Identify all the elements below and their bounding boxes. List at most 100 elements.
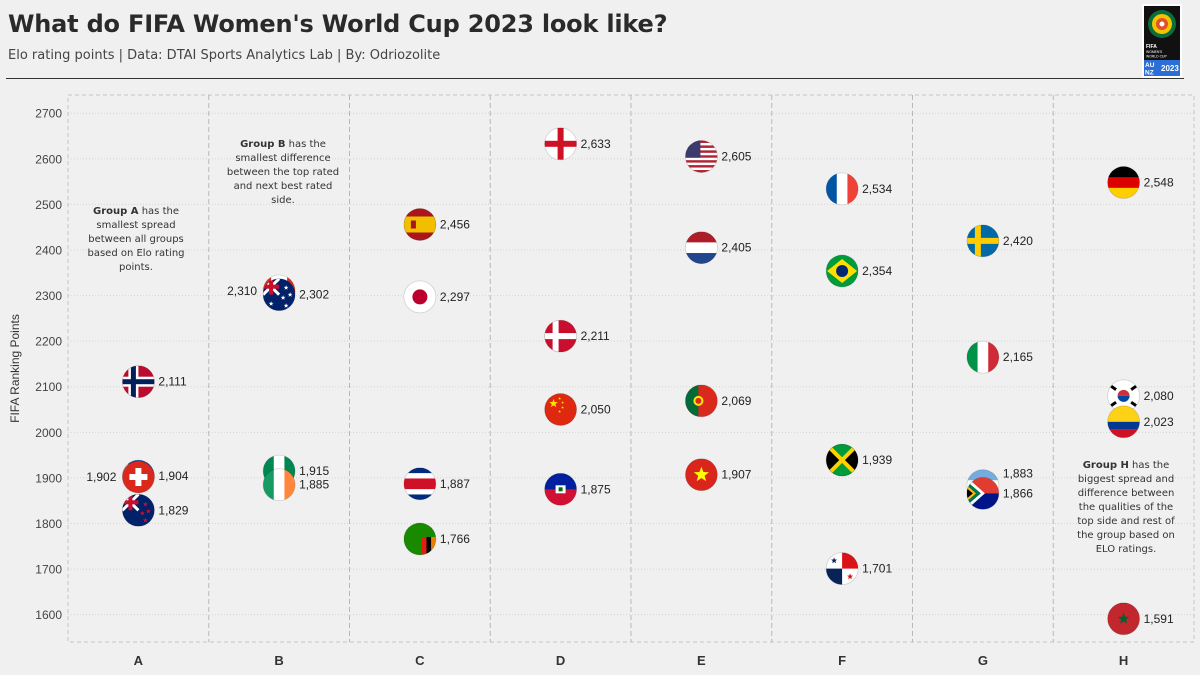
logo-text-worldcup: WORLD CUP <box>1146 55 1167 59</box>
data-label-vietnam: 1,907 <box>721 468 751 482</box>
data-label-nigeria: 1,915 <box>299 464 329 478</box>
x-tick-label-a: A <box>134 653 144 668</box>
flag-marker-vietnam <box>685 458 718 492</box>
annotation-group-a-bold: Group A <box>93 206 139 217</box>
data-label-italy: 2,165 <box>1003 350 1033 364</box>
logo-text-nz: NZ <box>1145 70 1154 77</box>
flag-marker-south-africa <box>966 476 1000 510</box>
data-label-haiti: 1,875 <box>581 482 611 496</box>
page-subtitle: Elo rating points | Data: DTAI Sports An… <box>8 48 441 63</box>
flag-marker-spain <box>403 208 437 241</box>
x-tick-label-b: B <box>274 653 283 668</box>
flag-marker-japan <box>403 280 437 314</box>
flag-marker-australia <box>262 278 296 312</box>
logo-text-au: AU <box>1145 62 1155 69</box>
data-label-norway: 2,111 <box>158 375 187 389</box>
y-tick-label: 1700 <box>35 563 62 577</box>
y-tick-label: 2700 <box>35 107 62 121</box>
data-label-panama: 1,701 <box>862 562 892 576</box>
y-tick-label: 2200 <box>35 335 62 349</box>
x-tick-label-h: H <box>1119 653 1128 668</box>
data-label-england: 2,633 <box>581 137 611 151</box>
page-title: What do FIFA Women's World Cup 2023 look… <box>8 10 668 38</box>
data-label-switzerland: 1,902 <box>86 470 116 484</box>
flag-marker-jamaica <box>825 443 859 477</box>
data-label-spain: 2,456 <box>440 218 470 232</box>
flag-marker-china <box>544 393 577 426</box>
y-axis-title: FIFA Ranking Points <box>8 314 22 423</box>
x-tick-label-g: G <box>978 653 988 668</box>
data-label-costa-rica: 1,887 <box>440 477 470 491</box>
flag-marker-brazil <box>825 254 859 288</box>
fifa-womens-world-cup-2023-logo: FIFA WOMEN'S WORLD CUP AU NZ 2023 <box>1142 4 1182 78</box>
flag-marker-sweden <box>966 224 1000 258</box>
flag-marker-ireland <box>262 468 296 502</box>
data-label-south-africa: 1,866 <box>1003 486 1033 500</box>
data-label-zambia: 1,766 <box>440 532 470 546</box>
flag-marker-panama <box>825 552 859 585</box>
y-tick-label: 2400 <box>35 243 62 257</box>
data-label-japan: 2,297 <box>440 290 470 304</box>
x-tick-label-c: C <box>415 653 425 668</box>
annotation-group-a: Group A has the smallest spread between … <box>82 205 190 275</box>
flag-marker-new-zealand <box>121 493 155 527</box>
flag-marker-haiti <box>544 472 577 506</box>
data-label-denmark: 2,211 <box>581 329 610 343</box>
data-label-portugal: 2,069 <box>721 394 751 408</box>
annotation-group-a-text: has the smallest spread between all grou… <box>87 206 185 273</box>
data-label-france: 2,534 <box>862 182 892 196</box>
annotation-group-h-bold: Group H <box>1082 460 1129 471</box>
data-label-netherlands: 2,405 <box>721 241 751 255</box>
y-tick-label: 2100 <box>35 380 62 394</box>
data-label-brazil: 2,354 <box>862 264 892 278</box>
y-tick-label: 1900 <box>35 471 62 485</box>
data-label-morocco: 1,591 <box>1144 612 1174 626</box>
logo-text-fifa: FIFA <box>1146 44 1157 50</box>
flag-marker-denmark <box>544 319 577 353</box>
x-tick-label-e: E <box>697 653 706 668</box>
flag-marker-usa <box>685 140 718 173</box>
y-tick-label: 2000 <box>35 426 62 440</box>
annotation-group-h: Group H has the biggest spread and diffe… <box>1072 459 1180 557</box>
flag-marker-zambia <box>403 522 437 556</box>
data-label-colombia: 2,023 <box>1144 415 1174 429</box>
flag-marker-switzerland <box>121 460 155 494</box>
data-label-germany: 2,548 <box>1144 176 1174 190</box>
flag-marker-germany <box>1107 166 1140 199</box>
flag-marker-costa-rica <box>403 467 437 501</box>
data-label-jamaica: 1,939 <box>862 453 892 467</box>
data-label-china: 2,050 <box>581 403 611 417</box>
data-label-canada: 2,310 <box>227 284 257 298</box>
logo-text-womens: WOMEN'S <box>1146 50 1163 54</box>
flag-marker-england <box>544 127 577 161</box>
data-label-australia: 2,302 <box>299 288 329 302</box>
y-tick-label: 2600 <box>35 152 62 166</box>
x-tick-label-d: D <box>556 653 565 668</box>
data-label-south-korea: 2,080 <box>1144 389 1174 403</box>
y-tick-label: 2500 <box>35 198 62 212</box>
x-tick-label-f: F <box>838 653 846 668</box>
flag-marker-colombia <box>1107 405 1140 439</box>
y-tick-label: 1600 <box>35 608 62 622</box>
data-label-usa: 2,605 <box>721 150 751 164</box>
data-label-ireland: 1,885 <box>299 478 329 492</box>
annotation-group-b-bold: Group B <box>240 139 286 150</box>
annotation-group-h-text: has the biggest spread and difference be… <box>1077 460 1175 555</box>
annotation-group-b: Group B has the smallest difference betw… <box>226 138 340 208</box>
flag-marker-italy <box>966 340 1000 374</box>
flag-marker-morocco <box>1107 602 1140 636</box>
data-label-argentina: 1,883 <box>1003 467 1033 481</box>
header-divider <box>6 78 1184 79</box>
data-label-philippines: 1,904 <box>158 469 188 483</box>
y-tick-label: 1800 <box>35 517 62 531</box>
data-label-new-zealand: 1,829 <box>158 503 188 517</box>
annotation-group-b-text: has the smallest difference between the … <box>226 139 340 206</box>
flag-marker-portugal <box>685 384 718 418</box>
flag-marker-france <box>825 172 859 206</box>
logo-text-year: 2023 <box>1161 64 1179 73</box>
flag-marker-netherlands <box>685 231 718 265</box>
data-label-sweden: 2,420 <box>1003 234 1033 248</box>
y-tick-label: 2300 <box>35 289 62 303</box>
flag-marker-norway <box>121 365 155 399</box>
